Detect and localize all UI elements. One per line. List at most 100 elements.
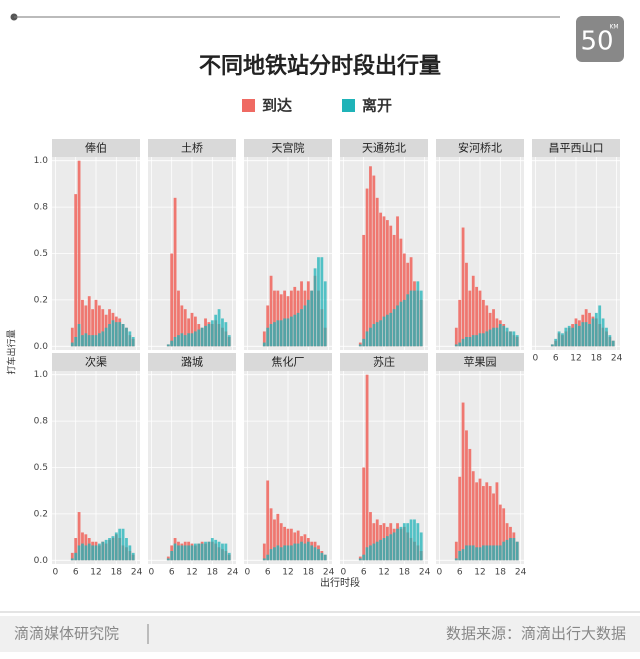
bar xyxy=(382,316,386,347)
bar xyxy=(375,322,379,347)
bar xyxy=(396,305,399,347)
bar xyxy=(286,318,290,347)
bar xyxy=(190,545,194,561)
bar xyxy=(509,331,512,347)
bar xyxy=(193,331,197,347)
bar xyxy=(320,552,324,561)
bar xyxy=(413,519,416,561)
bar xyxy=(389,312,393,347)
bar xyxy=(269,275,273,347)
bar xyxy=(118,322,122,347)
y-tick-label: 0.0 xyxy=(34,342,49,352)
bar xyxy=(283,290,287,347)
bar xyxy=(286,545,290,561)
bar xyxy=(406,294,410,347)
bar xyxy=(498,324,502,347)
bar xyxy=(87,335,91,347)
bar xyxy=(227,552,231,561)
bar xyxy=(104,539,108,561)
bar xyxy=(461,338,465,347)
bar xyxy=(207,324,211,347)
strip xyxy=(436,139,524,157)
panels: 俸伯 0.0 0.2 0.5 0.8 1.0 土桥 天宫院 天通苑北 安河桥北 昌平西山口 0 6 12 1… xyxy=(34,139,623,578)
bar xyxy=(283,545,287,561)
bar xyxy=(190,312,194,347)
strip xyxy=(52,139,140,157)
bar xyxy=(74,337,78,347)
bar xyxy=(468,545,472,561)
bar xyxy=(180,333,184,347)
bar xyxy=(197,329,201,347)
bar xyxy=(276,290,280,347)
bar xyxy=(475,547,479,561)
logo-box xyxy=(576,16,624,62)
bar xyxy=(385,314,389,347)
bar xyxy=(454,344,458,347)
bar xyxy=(87,543,91,561)
bar xyxy=(561,333,564,347)
y-tick-label: 0.5 xyxy=(34,249,48,259)
bar xyxy=(214,314,218,347)
x-tick-label: 12 xyxy=(570,354,581,364)
bar xyxy=(224,322,228,347)
x-tick-label: 18 xyxy=(591,354,603,364)
y-tick-label: 0.0 xyxy=(34,556,49,566)
x-tick-label: 12 xyxy=(282,568,293,578)
bar xyxy=(468,290,472,347)
bar xyxy=(77,512,81,561)
y-tick-label: 1.0 xyxy=(34,370,49,380)
bar xyxy=(200,327,204,347)
x-tick-label: 24 xyxy=(227,568,239,578)
bar xyxy=(210,538,214,561)
legend-label: 到达 xyxy=(262,97,292,115)
bar xyxy=(485,331,489,347)
footer-right: 数据来源：滴滴出行大数据 xyxy=(446,625,626,643)
x-tick-label: 12 xyxy=(474,568,485,578)
bar xyxy=(385,536,389,561)
y-tick-label: 0.8 xyxy=(34,417,49,427)
bar xyxy=(306,299,310,347)
bar xyxy=(498,504,502,561)
bar xyxy=(323,554,327,561)
bar xyxy=(392,234,396,347)
bar xyxy=(77,545,81,561)
bar xyxy=(475,335,479,347)
x-tick-label: 6 xyxy=(265,568,271,578)
bar xyxy=(166,558,170,561)
panel: 次渠 0.0 0.2 0.5 0.8 1.0 0 6 12 18 24 xyxy=(34,353,143,578)
bar xyxy=(87,296,91,347)
bar xyxy=(389,225,393,347)
bar xyxy=(372,543,376,561)
bar xyxy=(70,342,74,347)
panel: 昌平西山口 0 6 12 18 24 xyxy=(532,139,623,364)
x-tick-label: 6 xyxy=(457,568,463,578)
strip xyxy=(340,139,428,157)
bar xyxy=(187,333,191,347)
bar xyxy=(276,545,280,561)
bar xyxy=(125,538,128,561)
footer-left: 滴滴媒体研究院 xyxy=(14,625,119,643)
bar xyxy=(84,545,88,561)
bar xyxy=(296,543,300,561)
bar xyxy=(369,512,372,561)
bar xyxy=(362,467,366,561)
bar xyxy=(210,320,214,347)
bar xyxy=(313,268,317,347)
x-tick-label: 12 xyxy=(378,568,389,578)
bar xyxy=(190,333,194,347)
panel: 俸伯 0.0 0.2 0.5 0.8 1.0 xyxy=(34,139,140,352)
y-tick-label: 0.2 xyxy=(34,509,48,519)
bar xyxy=(492,545,495,561)
bar xyxy=(170,551,174,561)
bar xyxy=(495,327,499,347)
strip-label: 焦化厂 xyxy=(272,355,305,369)
bar xyxy=(564,327,568,347)
bar xyxy=(296,312,300,347)
bar xyxy=(177,545,180,561)
footer-band xyxy=(0,616,640,652)
bar xyxy=(101,309,105,347)
bar xyxy=(509,538,512,561)
bar xyxy=(481,545,485,561)
bar xyxy=(471,471,475,561)
